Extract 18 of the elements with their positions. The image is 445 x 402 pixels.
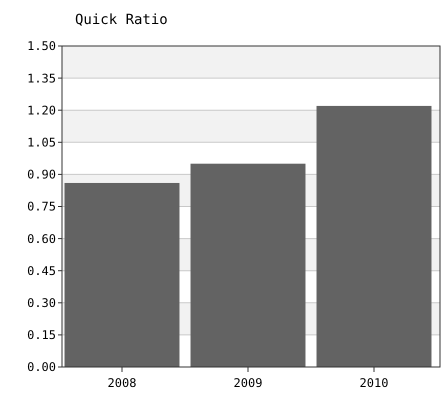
y-tick-label: 0.30 — [27, 296, 56, 310]
y-tick-label: 1.05 — [27, 136, 56, 150]
y-tick-label: 1.20 — [27, 103, 56, 118]
y-tick-label: 0.45 — [27, 264, 56, 278]
bar — [64, 182, 180, 367]
chart-title: Quick Ratio — [75, 12, 168, 28]
y-tick-label: 0.75 — [27, 200, 56, 214]
x-tick-label: 2010 — [360, 376, 388, 390]
y-tick-label: 0.90 — [27, 168, 56, 182]
x-tick-label: 2009 — [234, 376, 262, 390]
bar — [190, 164, 306, 367]
y-tick-label: 0.15 — [27, 328, 56, 342]
y-tick-label: 1.50 — [27, 39, 56, 54]
y-tick-label: 0.00 — [27, 360, 56, 374]
bar — [316, 106, 432, 367]
x-tick-label: 2008 — [108, 376, 136, 390]
y-tick-label: 1.35 — [27, 71, 56, 86]
y-tick-label: 0.60 — [27, 232, 56, 246]
